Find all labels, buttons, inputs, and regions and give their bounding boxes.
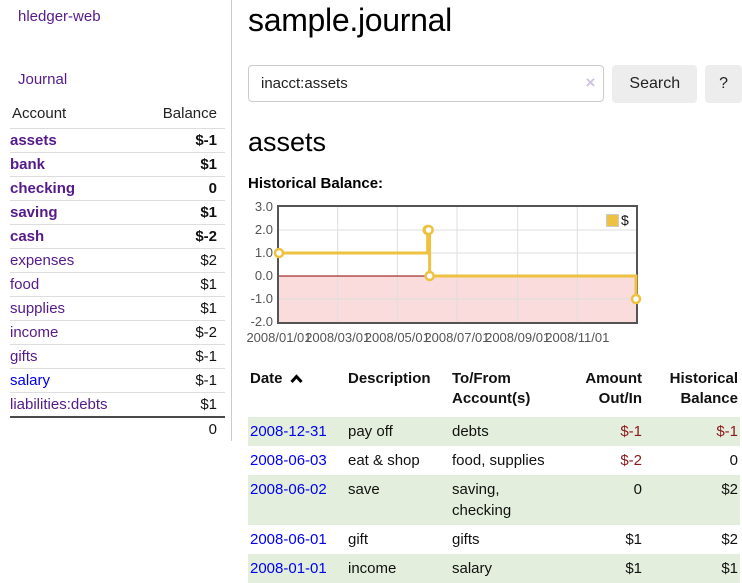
account-row: salary $-1 — [10, 368, 225, 393]
sidebar: hledger-web Journal Account Balance asse… — [0, 0, 232, 441]
register-row: 2008-06-03 eat & shop food, supplies $-2… — [248, 446, 740, 475]
transaction-accounts: gifts — [452, 531, 480, 548]
transaction-accounts: salary — [450, 554, 568, 583]
transaction-amount: $-2 — [620, 452, 642, 469]
register-header-description: Description — [348, 370, 431, 387]
account-row: checking 0 — [10, 176, 225, 201]
account-link-saving[interactable]: saving — [10, 204, 58, 221]
account-link-supplies[interactable]: supplies — [10, 300, 66, 317]
account-balance: $-1 — [139, 128, 225, 153]
account-link-liabilities-debts[interactable]: liabilities:debts — [10, 396, 108, 413]
transaction-description: pay off — [346, 417, 450, 446]
account-balance: $-2 — [139, 224, 225, 249]
account-link-bank[interactable]: bank — [10, 156, 46, 173]
account-row: income $-2 — [10, 320, 225, 345]
account-row: bank $1 — [10, 152, 225, 177]
account-balance: $2 — [139, 248, 225, 273]
clear-search-icon[interactable]: × — [585, 73, 596, 92]
transaction-amount: $1 — [568, 554, 644, 583]
chart-y-axis: 3.0 2.0 1.0 0.0 -1.0 -2.0 — [250, 199, 273, 329]
accounts-total-row: 0 — [10, 416, 225, 441]
search-input[interactable] — [248, 65, 605, 102]
transaction-description: eat & shop — [348, 452, 420, 469]
account-balance: $-2 — [139, 320, 225, 345]
register-header-amount: Amount Out/In — [585, 370, 642, 407]
account-row: cash $-2 — [10, 224, 225, 249]
accounts-total-balance: 0 — [139, 416, 225, 441]
transaction-description: save — [346, 475, 450, 525]
chart-title: Historical Balance: — [248, 175, 384, 192]
account-balance: $1 — [139, 200, 225, 225]
register-header-date[interactable]: Date — [248, 367, 346, 417]
account-balance: $1 — [139, 392, 225, 417]
account-heading: assets — [248, 127, 327, 157]
transaction-balance: $1 — [644, 554, 740, 583]
chart-x-axis: 2008/01/01 2008/03/01 2008/05/01 2008/07/01… — [246, 330, 610, 345]
transaction-accounts: debts — [450, 417, 568, 446]
account-row: supplies $1 — [10, 296, 225, 321]
account-row: liabilities:debts $1 — [10, 392, 225, 417]
account-link-salary[interactable]: salary — [10, 372, 51, 389]
search-field-wrap: × — [248, 65, 605, 102]
transaction-description: income — [346, 554, 450, 583]
accounts-header-balance: Balance — [162, 105, 217, 122]
account-link-assets[interactable]: assets — [10, 132, 57, 149]
register-row: 2008-06-02 save saving, checking 0 $2 — [248, 475, 740, 525]
historical-balance-chart: 3.0 2.0 1.0 0.0 -1.0 -2.0 $ 2008/01/01 2008/03… — [246, 199, 742, 351]
accounts-header-account: Account — [12, 105, 67, 122]
page-title: sample.journal — [248, 2, 452, 38]
account-link-gifts[interactable]: gifts — [10, 348, 38, 365]
brand-link[interactable]: hledger-web — [18, 8, 101, 25]
transaction-amount: 0 — [568, 475, 644, 525]
chart-plot — [273, 205, 642, 324]
register-header-account: To/From Account(s) — [452, 370, 531, 407]
account-link-expenses[interactable]: expenses — [10, 252, 75, 269]
account-balance: $-1 — [139, 344, 225, 369]
chart-legend: $ — [605, 212, 630, 228]
register-row: 2008-12-31 pay off debts $-1 $-1 — [248, 417, 740, 446]
transaction-amount: $-1 — [568, 417, 644, 446]
register-row: 2008-06-01 gift gifts $1 $2 — [248, 525, 740, 554]
transaction-date-link[interactable]: 2008-01-01 — [250, 560, 327, 577]
transaction-amount: $1 — [625, 531, 642, 548]
transaction-description: gift — [348, 531, 369, 548]
transaction-accounts: saving, checking — [450, 475, 568, 525]
account-row: expenses $2 — [10, 248, 225, 273]
transaction-balance: $-1 — [644, 417, 740, 446]
register-table: Date Description To/From Account(s) Amou… — [248, 367, 740, 583]
account-row: food $1 — [10, 272, 225, 297]
search-button[interactable]: Search — [612, 65, 698, 103]
account-balance: $1 — [139, 152, 225, 177]
help-button[interactable]: ? — [705, 65, 742, 103]
search-form: × Search ? — [248, 65, 742, 103]
transaction-balance: $2 — [644, 475, 740, 525]
accounts-table: Account Balance assets $-1 bank $1 check… — [10, 102, 225, 441]
transaction-balance: $2 — [721, 531, 738, 548]
account-balance: 0 — [139, 176, 225, 201]
transaction-date-link[interactable]: 2008-06-03 — [250, 452, 327, 469]
account-row: assets $-1 — [10, 128, 225, 153]
register-row: 2008-01-01 income salary $1 $1 — [248, 554, 740, 583]
account-row: gifts $-1 — [10, 344, 225, 369]
account-link-income[interactable]: income — [10, 324, 59, 341]
account-balance: $-1 — [139, 368, 225, 393]
account-link-food[interactable]: food — [10, 276, 40, 293]
main-content: sample.journal × Search ? assets Histori… — [246, 0, 742, 583]
legend-label: $ — [621, 212, 629, 228]
account-row: saving $1 — [10, 200, 225, 225]
transaction-date-link[interactable]: 2008-06-02 — [250, 481, 327, 498]
transaction-date-link[interactable]: 2008-06-01 — [250, 531, 327, 548]
register-header-balance: Historical Balance — [669, 370, 738, 407]
account-link-cash[interactable]: cash — [10, 228, 45, 245]
legend-swatch-icon — [606, 213, 619, 227]
transaction-balance: 0 — [729, 452, 738, 469]
transaction-date-link[interactable]: 2008-12-31 — [250, 423, 327, 440]
account-link-checking[interactable]: checking — [10, 180, 76, 197]
sort-ascending-icon — [289, 374, 303, 384]
sidebar-item-journal[interactable]: Journal — [18, 71, 68, 88]
account-balance: $1 — [139, 272, 225, 297]
transaction-accounts: food, supplies — [452, 452, 545, 469]
account-balance: $1 — [139, 296, 225, 321]
